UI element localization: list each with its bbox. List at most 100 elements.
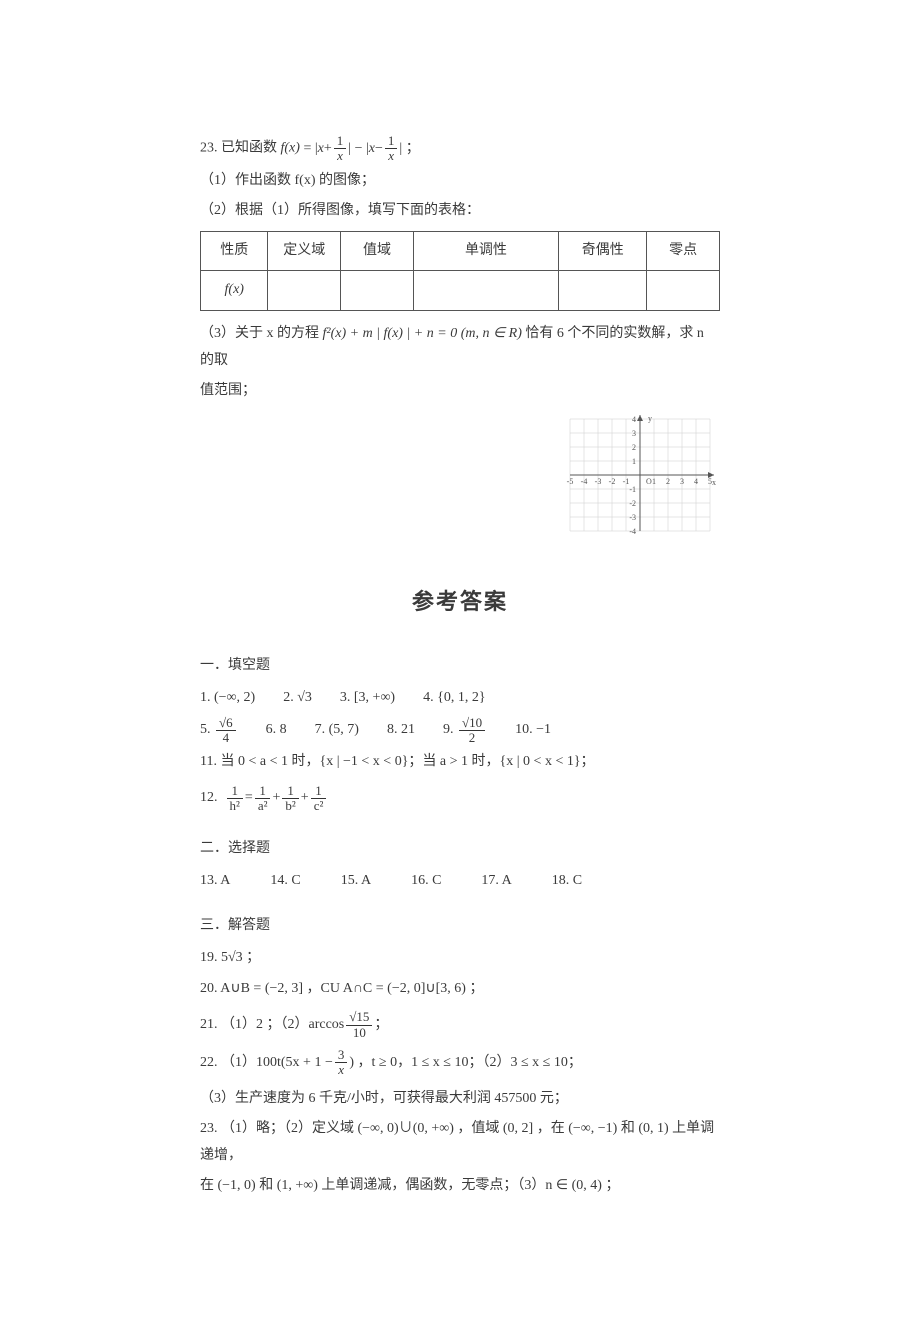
frac-1-over-x-b: 1 x xyxy=(385,134,398,164)
th-domain: 定义域 xyxy=(268,231,341,271)
v: A xyxy=(220,873,230,888)
v: A xyxy=(502,873,512,888)
n: 7. xyxy=(315,722,326,737)
q23-expression: = | x + 1 x | − | x − 1 x | ； xyxy=(303,134,419,164)
th-prop: 性质 xyxy=(201,231,268,271)
th-mono: 单调性 xyxy=(413,231,558,271)
ans-1: 1. (−∞, 2) xyxy=(200,685,255,712)
den: 4 xyxy=(216,731,236,745)
post: ； xyxy=(374,1012,388,1039)
plus: + xyxy=(324,136,332,163)
ans-15: 15. A xyxy=(341,868,371,895)
section1-head: 一．填空题 xyxy=(200,653,720,680)
den: x xyxy=(335,1063,348,1077)
num: 1 xyxy=(282,784,298,799)
n: 2. xyxy=(283,690,294,705)
th-zero: 零点 xyxy=(647,231,720,271)
document-page: 23. 已知函数 f(x) = | x + 1 x | − | x − 1 x … xyxy=(0,0,920,1324)
td-empty xyxy=(341,271,414,311)
svg-text:x: x xyxy=(712,478,716,487)
post: ) ，t ≥ 0，1 ≤ x ≤ 10；（2）3 ≤ x ≤ 10； xyxy=(349,1050,581,1077)
n: 10. xyxy=(515,722,533,737)
answers-row-1: 1. (−∞, 2) 2. √3 3. [3, +∞) 4. {0, 1, 2} xyxy=(200,685,720,712)
svg-text:4: 4 xyxy=(632,415,636,424)
svg-text:y: y xyxy=(648,414,652,423)
end: | ； xyxy=(399,136,419,163)
ans-19: 19. 5√3 ； xyxy=(200,945,720,972)
ans-2: 2. √3 xyxy=(283,685,312,712)
ans-22a: 22. （1）100t(5x + 1 − 3x ) ，t ≥ 0，1 ≤ x ≤… xyxy=(200,1048,582,1078)
svg-text:-1: -1 xyxy=(623,477,630,486)
ans-8: 8. 21 xyxy=(387,717,415,744)
td-empty xyxy=(559,271,647,311)
ans-10: 10. −1 xyxy=(515,717,551,744)
frac-h: 1h² xyxy=(227,784,243,814)
minus: − xyxy=(375,136,383,163)
ans-12: 12. 1h² = 1a² + 1b² + 1c² xyxy=(200,784,328,814)
ans-14: 14. C xyxy=(270,868,300,895)
n: 17. xyxy=(481,873,499,888)
svg-text:-2: -2 xyxy=(629,499,636,508)
n: 6. xyxy=(266,722,277,737)
den: 10 xyxy=(346,1026,372,1040)
v: C xyxy=(432,873,441,888)
frac: √6 4 xyxy=(216,716,236,746)
eq-lhs: = | xyxy=(303,136,317,163)
td-empty xyxy=(647,271,720,311)
frac-num: 1 xyxy=(385,134,398,149)
n: 9. xyxy=(443,717,454,744)
n: 1. xyxy=(200,690,211,705)
ans-5: 5. √6 4 xyxy=(200,716,238,746)
n: 16. xyxy=(411,873,429,888)
svg-text:-3: -3 xyxy=(629,513,636,522)
frac-c: 1c² xyxy=(311,784,327,814)
num: √6 xyxy=(216,716,236,731)
ans-3: 3. [3, +∞) xyxy=(340,685,395,712)
n: 15. xyxy=(341,873,359,888)
mid: | − | xyxy=(348,136,369,163)
num: √15 xyxy=(346,1010,372,1025)
ans-11: 11. 当 0 < a < 1 时，{x | −1 < x < 0}；当 a >… xyxy=(200,749,720,776)
v: (5, 7) xyxy=(329,722,359,737)
p3eq: f²(x) + m | f(x) | + n = 0 (m, n ∈ R) xyxy=(323,326,522,341)
n: 13. xyxy=(200,873,218,888)
v: 21 xyxy=(401,722,415,737)
ans-22b: （3）生产速度为 6 千克/小时，可获得最大利润 457500 元； xyxy=(200,1086,720,1113)
svg-text:2: 2 xyxy=(632,443,636,452)
td-empty xyxy=(268,271,341,311)
plus: + xyxy=(301,785,309,812)
q23-part2: （2）根据（1）所得图像，填写下面的表格： xyxy=(200,198,720,225)
plus: + xyxy=(272,785,280,812)
th-range: 值域 xyxy=(341,231,414,271)
q23-stem-prefix: 已知函数 xyxy=(221,141,281,156)
num: 1 xyxy=(255,784,271,799)
n: 14. xyxy=(270,873,288,888)
frac-num: 1 xyxy=(334,134,347,149)
svg-text:-1: -1 xyxy=(629,485,636,494)
td-fx: f(x) xyxy=(201,271,268,311)
den: b² xyxy=(282,799,298,813)
svg-text:2: 2 xyxy=(666,477,670,486)
table-row: 性质 定义域 值域 单调性 奇偶性 零点 xyxy=(201,231,720,271)
v: C xyxy=(291,873,300,888)
svg-text:-2: -2 xyxy=(609,477,616,486)
n: 3. xyxy=(340,690,351,705)
ans-13: 13. A xyxy=(200,868,230,895)
svg-text:1: 1 xyxy=(652,477,656,486)
ans-23a: 23. （1）略；（2）定义域 (−∞, 0)∪(0, +∞) ，值域 (0, … xyxy=(200,1116,720,1169)
n: 8. xyxy=(387,722,398,737)
v: (−∞, 2) xyxy=(214,690,255,705)
svg-text:5: 5 xyxy=(708,477,712,486)
section2-head: 二．选择题 xyxy=(200,836,720,863)
q23-number: 23. xyxy=(200,141,218,156)
ans-18: 18. C xyxy=(552,868,582,895)
num: 3 xyxy=(335,1048,348,1063)
ans-9: 9. √10 2 xyxy=(443,716,487,746)
q23-fn: f(x) xyxy=(281,141,300,156)
svg-text:4: 4 xyxy=(694,477,698,486)
td-empty xyxy=(413,271,558,311)
q23-part3-line2: 值范围； xyxy=(200,378,720,405)
q23-part1: （1）作出函数 f(x) 的图像； xyxy=(200,168,720,195)
svg-text:-5: -5 xyxy=(567,477,574,486)
n: 12. xyxy=(200,785,218,812)
